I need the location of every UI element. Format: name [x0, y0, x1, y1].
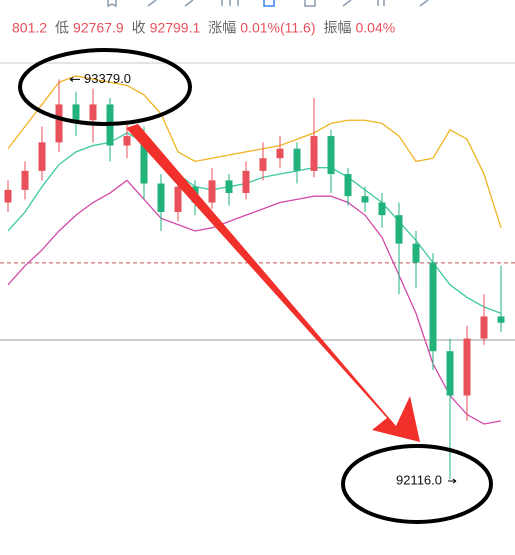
annotation-arrow — [69, 77, 80, 82]
candle-body — [327, 136, 335, 175]
candle-body — [412, 243, 420, 263]
candle-body — [72, 104, 80, 121]
candle-body — [497, 316, 505, 323]
header-value: 92767.9 — [73, 20, 124, 36]
candle-body — [293, 148, 301, 171]
header-label: 收 — [132, 20, 146, 36]
icon — [184, 0, 194, 7]
candle-body — [378, 202, 386, 216]
candle-body — [123, 136, 131, 146]
candle-body — [225, 180, 233, 194]
icon — [377, 0, 385, 6]
candle-body — [429, 262, 437, 352]
candle-body — [140, 136, 148, 184]
annotation-label: 92116.0 — [396, 472, 442, 487]
candle-body — [344, 174, 352, 197]
band-line — [7, 179, 502, 425]
icon — [342, 0, 352, 7]
candle-body — [259, 158, 267, 171]
header: 801.2 低 92767.9 收 92799.1 涨幅 0.01%(11.6) 振幅 0.04… — [12, 20, 395, 36]
candle-body — [55, 104, 63, 143]
icon — [221, 0, 239, 6]
header-value: 0.04% — [356, 20, 396, 36]
candle-body — [38, 142, 46, 171]
candle-body — [89, 104, 97, 121]
header-label: 涨幅 — [208, 20, 236, 36]
candle-body — [395, 215, 403, 244]
candle-body — [310, 136, 318, 171]
header-label: 振幅 — [324, 20, 352, 36]
icon — [419, 0, 429, 7]
candle-body — [174, 186, 182, 213]
candle-body — [208, 180, 216, 203]
icon — [107, 0, 117, 8]
ellipse — [18, 48, 192, 126]
toolbar-icons — [107, 0, 429, 8]
annotation-label: 93379.0 — [84, 71, 131, 86]
candle-body — [21, 170, 29, 190]
ellipse — [341, 444, 493, 524]
candle-body — [242, 170, 250, 194]
candle-body — [4, 189, 12, 203]
arrow — [126, 124, 420, 442]
candle-body — [157, 183, 165, 213]
candle-body — [276, 148, 284, 159]
candle-body — [361, 196, 369, 203]
candle-body — [463, 338, 471, 396]
header-value: 0.01%(11.6) — [240, 20, 315, 36]
icon — [263, 0, 275, 7]
header-value: 92799.1 — [150, 20, 201, 36]
candle-body — [480, 316, 488, 339]
candle-body — [446, 351, 454, 396]
header-label: 低 — [55, 20, 69, 36]
overlay — [18, 48, 493, 524]
icon — [304, 0, 316, 7]
icon — [147, 0, 157, 7]
annotation-arrow — [448, 478, 457, 484]
header-value: 801.2 — [12, 20, 47, 36]
band-line — [7, 75, 502, 229]
